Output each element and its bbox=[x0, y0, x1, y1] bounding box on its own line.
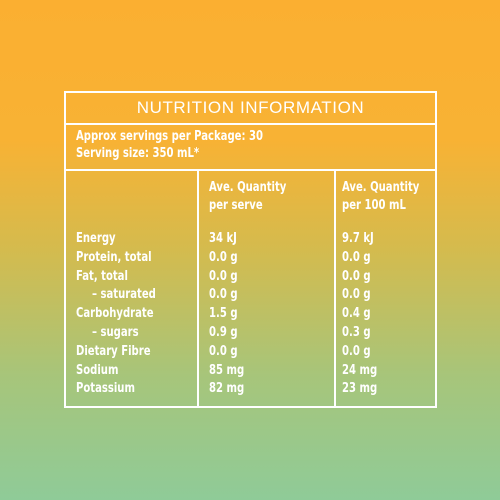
nutrient-per-serve: 0.0 g bbox=[209, 343, 238, 359]
column-divider-1 bbox=[197, 169, 199, 406]
nutrition-panel: NUTRITION INFORMATION Approx servings pe… bbox=[64, 91, 437, 408]
column-header-per-100ml: Ave. Quantity per 100 mL bbox=[342, 179, 419, 215]
nutrient-per-100ml: 0.4 g bbox=[342, 306, 371, 322]
nutrient-label: Energy bbox=[76, 231, 116, 246]
column-header-per-100ml-line2: per 100 mL bbox=[342, 198, 406, 213]
servings-per-package: Approx servings per Package: 30 bbox=[76, 129, 263, 144]
nutrient-label: – saturated bbox=[92, 287, 156, 303]
title-divider bbox=[66, 123, 435, 125]
nutrient-per-serve: 85 mg bbox=[209, 362, 245, 378]
nutrient-per-serve: 34 kJ bbox=[209, 231, 237, 246]
nutrient-per-100ml: 0.0 g bbox=[342, 268, 371, 284]
nutrient-per-100ml: 0.0 g bbox=[342, 343, 371, 359]
nutrient-label: Potassium bbox=[76, 381, 135, 397]
column-divider-2 bbox=[334, 169, 336, 406]
nutrient-label: Carbohydrate bbox=[76, 306, 154, 322]
serving-size: Serving size: 350 mL* bbox=[76, 146, 200, 161]
nutrient-per-100ml: 0.3 g bbox=[342, 325, 371, 340]
nutrient-label: Sodium bbox=[76, 362, 119, 378]
nutrient-label: Dietary Fibre bbox=[76, 343, 151, 359]
nutrient-per-serve: 82 mg bbox=[209, 381, 245, 397]
nutrient-per-serve: 0.0 g bbox=[209, 287, 238, 303]
nutrient-per-serve: 0.0 g bbox=[209, 268, 238, 284]
nutrient-label: – sugars bbox=[92, 325, 139, 340]
nutrient-per-100ml: 24 mg bbox=[342, 362, 378, 378]
nutrient-per-100ml: 9.7 kJ bbox=[342, 231, 374, 246]
column-header-per-serve: Ave. Quantity per serve bbox=[209, 179, 286, 215]
nutrient-per-100ml: 23 mg bbox=[342, 381, 378, 397]
column-header-per-serve-line2: per serve bbox=[209, 198, 263, 213]
nutrient-per-serve: 0.9 g bbox=[209, 325, 238, 340]
column-header-per-serve-line1: Ave. Quantity bbox=[209, 180, 287, 195]
nutrient-label: Fat, total bbox=[76, 268, 128, 284]
nutrient-per-100ml: 0.0 g bbox=[342, 249, 371, 265]
nutrient-per-serve: 0.0 g bbox=[209, 249, 238, 265]
nutrient-per-100ml: 0.0 g bbox=[342, 287, 371, 303]
nutrient-per-serve: 1.5 g bbox=[209, 306, 238, 322]
panel-title: NUTRITION INFORMATION bbox=[136, 98, 365, 117]
meta-divider bbox=[66, 169, 435, 171]
nutrient-label: Protein, total bbox=[76, 249, 152, 265]
column-header-per-100ml-line1: Ave. Quantity bbox=[342, 180, 420, 195]
